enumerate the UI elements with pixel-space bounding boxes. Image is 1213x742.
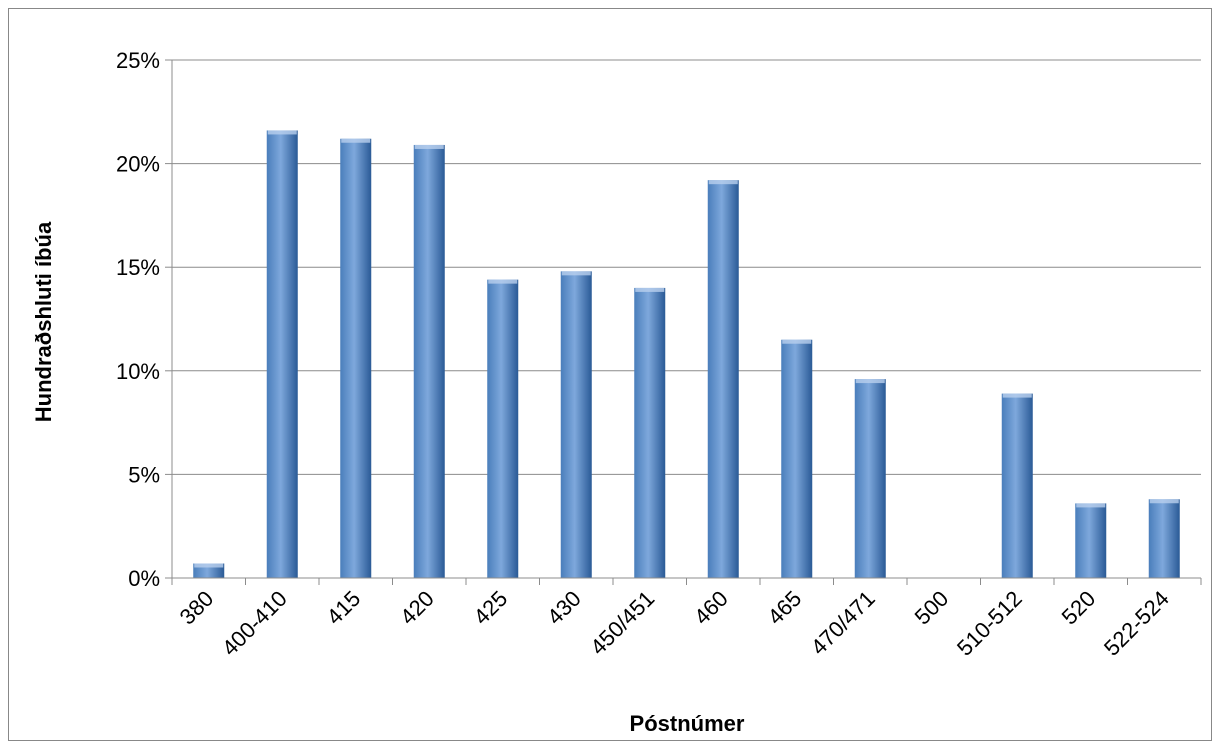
bar-top-highlight bbox=[1002, 393, 1032, 398]
bar-top-highlight bbox=[194, 563, 224, 568]
bar-430 bbox=[560, 271, 592, 578]
x-tick-label: 460 bbox=[689, 586, 733, 630]
x-tick-label: 450/451 bbox=[585, 586, 659, 660]
bar-top-highlight bbox=[635, 287, 665, 292]
x-tick-label: 500 bbox=[910, 586, 954, 630]
chart-frame: 0% 5% 10% 15% 20% 25% 380 400-410 415 420 425 430 4… bbox=[8, 8, 1212, 741]
bar-400-410 bbox=[266, 130, 298, 578]
x-tick-label: 400-410 bbox=[217, 586, 292, 661]
y-axis-title: Hundraðshluti íbúa bbox=[31, 221, 56, 422]
bar-520 bbox=[1075, 503, 1107, 578]
bar-465 bbox=[781, 339, 813, 578]
bar-top-highlight bbox=[561, 271, 591, 276]
bar-510-512 bbox=[1001, 393, 1033, 578]
bar-522-524 bbox=[1148, 499, 1180, 578]
axes bbox=[171, 60, 1202, 585]
y-tick-label: 0% bbox=[128, 566, 160, 591]
y-tick-label: 10% bbox=[116, 359, 160, 384]
y-tick-label: 15% bbox=[116, 255, 160, 280]
x-tick-label: 522-524 bbox=[1099, 586, 1174, 661]
bar-top-highlight bbox=[782, 339, 812, 344]
bar-top-highlight bbox=[1149, 499, 1179, 504]
gridlines bbox=[165, 59, 1201, 579]
bars bbox=[193, 130, 1180, 578]
bar-top-highlight bbox=[341, 138, 371, 143]
x-tick-label: 420 bbox=[395, 586, 439, 630]
bar-top-highlight bbox=[488, 279, 518, 284]
bar-460 bbox=[707, 180, 739, 578]
x-tick-label: 520 bbox=[1057, 586, 1101, 630]
bar-top-highlight bbox=[708, 180, 738, 185]
bar-415 bbox=[340, 138, 372, 578]
x-axis-title: Póstnúmer bbox=[630, 711, 745, 736]
y-tick-label: 25% bbox=[116, 48, 160, 73]
bar-top-highlight bbox=[414, 144, 444, 149]
x-tick-label: 380 bbox=[175, 586, 219, 630]
x-tick-label: 470/471 bbox=[806, 586, 880, 660]
bar-425 bbox=[487, 279, 519, 578]
bar-top-highlight bbox=[267, 130, 297, 135]
y-tick-label: 5% bbox=[128, 462, 160, 487]
x-tick-label: 465 bbox=[763, 586, 807, 630]
bar-470-471 bbox=[854, 379, 886, 578]
y-tick-labels: 0% 5% 10% 15% 20% 25% bbox=[116, 48, 160, 591]
bar-450-451 bbox=[634, 287, 666, 578]
y-tick-label: 20% bbox=[116, 152, 160, 177]
x-tick-label: 425 bbox=[469, 586, 513, 630]
x-tick-label: 415 bbox=[322, 586, 366, 630]
x-tick-label: 430 bbox=[542, 586, 586, 630]
bar-top-highlight bbox=[1076, 503, 1106, 508]
x-tick-label: 510-512 bbox=[952, 586, 1027, 661]
bar-top-highlight bbox=[855, 379, 885, 384]
bar-420 bbox=[413, 144, 445, 578]
